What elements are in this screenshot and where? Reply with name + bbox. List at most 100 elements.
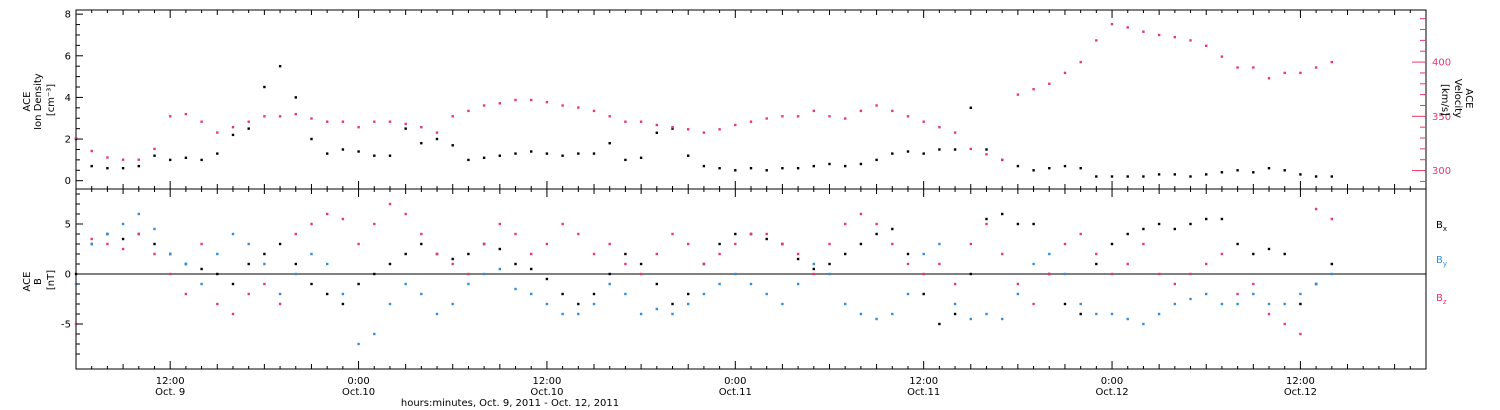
bz-point	[624, 262, 627, 266]
bz-point	[451, 262, 454, 266]
density-point	[687, 154, 690, 157]
density-point	[326, 152, 329, 155]
by-point	[1048, 252, 1051, 256]
by-point	[906, 292, 910, 296]
by-point	[1126, 317, 1129, 321]
density-point	[734, 169, 737, 172]
velocity-axis-unit: [km/s]	[1439, 84, 1450, 116]
velocity-point	[969, 147, 972, 151]
bx-point	[1299, 302, 1302, 306]
bx-point	[1236, 242, 1239, 246]
density-point	[765, 169, 768, 172]
velocity-point	[1173, 35, 1176, 39]
velocity-point	[435, 131, 439, 134]
b-axis-unit: [nT]	[46, 270, 57, 290]
bz-point	[1189, 272, 1192, 276]
by-point	[671, 312, 674, 316]
velocity-point	[1283, 71, 1286, 75]
bz-point	[530, 252, 533, 256]
velocity-point	[781, 115, 784, 118]
velocity-point	[514, 98, 517, 102]
density-point	[1267, 167, 1271, 170]
velocity-point	[451, 115, 454, 118]
legend-bz-sub: z	[1443, 298, 1447, 306]
by-point	[577, 312, 580, 316]
density-axis-ticks: 0 2 4 6 8	[65, 10, 83, 187]
bz-point	[1220, 252, 1224, 256]
velocity-point	[1267, 77, 1271, 80]
density-point	[373, 154, 376, 157]
bx-point	[796, 257, 800, 261]
density-point	[1032, 169, 1035, 172]
velocity-axis-title-line2: Velocity	[1452, 79, 1463, 118]
by-point	[1032, 262, 1035, 266]
by-point	[1016, 292, 1020, 296]
by-point	[875, 317, 878, 321]
velocity-point	[1126, 26, 1129, 29]
bx-point	[891, 227, 894, 231]
b-tick-label: 0	[65, 270, 71, 281]
density-point	[953, 148, 957, 151]
density-point	[844, 164, 847, 168]
time-tick-label: 12:00	[909, 376, 938, 387]
time-tick-label: 0:00	[724, 376, 746, 387]
bz-point	[153, 252, 156, 256]
bx-point	[922, 292, 925, 296]
density-point	[1157, 173, 1161, 176]
b-tick-label: 5	[65, 220, 71, 231]
bx-point	[1110, 242, 1114, 246]
bz-point	[200, 242, 203, 246]
bottom-panel-points	[74, 202, 1333, 346]
by-point	[1236, 302, 1239, 306]
by-point	[1252, 292, 1255, 296]
bz-point	[1142, 242, 1145, 246]
by-point	[781, 302, 784, 306]
bx-point	[1142, 227, 1145, 231]
by-point	[1095, 312, 1098, 316]
velocity-point	[1189, 39, 1192, 42]
bx-point	[1016, 222, 1020, 226]
density-point	[169, 158, 172, 162]
by-point	[263, 262, 266, 266]
bx-point	[906, 252, 910, 256]
bz-point	[938, 262, 941, 266]
bz-point	[545, 242, 549, 246]
by-point	[404, 282, 407, 286]
by-point	[231, 232, 235, 236]
density-point	[1142, 175, 1145, 178]
b-axis-title: ACE B [nT]	[22, 268, 57, 291]
by-point	[1189, 297, 1192, 301]
velocity-point	[608, 115, 611, 118]
density-point	[514, 152, 517, 155]
velocity-tick-label: 300	[1432, 166, 1451, 177]
velocity-point	[90, 149, 93, 153]
by-point	[1330, 272, 1333, 276]
velocity-point	[592, 109, 596, 113]
time-tick-label: 12:00	[533, 376, 562, 387]
density-point	[1095, 175, 1098, 178]
by-point	[137, 212, 140, 216]
bx-point	[828, 262, 831, 266]
velocity-point	[388, 120, 392, 123]
velocity-point	[357, 126, 360, 129]
velocity-point	[326, 120, 329, 123]
bz-point	[592, 252, 596, 256]
bz-point	[1299, 332, 1302, 336]
velocity-point	[1032, 88, 1035, 91]
velocity-point	[137, 158, 140, 161]
by-point	[1142, 322, 1145, 326]
velocity-axis-ticks: 300 350 400	[1412, 18, 1451, 182]
density-point	[1314, 175, 1318, 178]
bz-point	[482, 242, 486, 246]
velocity-point	[420, 126, 423, 129]
bz-point	[1283, 322, 1286, 326]
bz-point	[1236, 292, 1239, 296]
density-point	[561, 154, 564, 157]
velocity-axis-title-line1: ACE	[1463, 88, 1474, 108]
by-point	[1299, 292, 1302, 296]
by-point	[1267, 302, 1271, 306]
date-tick-label: Oct.11	[719, 387, 752, 398]
velocity-axis-title: ACE Velocity [km/s]	[1439, 79, 1474, 121]
velocity-point	[844, 117, 847, 120]
